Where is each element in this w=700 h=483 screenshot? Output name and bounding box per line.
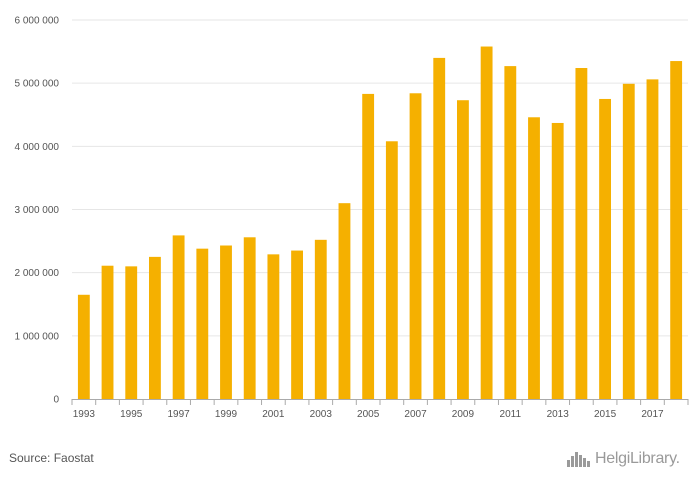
y-tick-label: 2 000 000 (15, 268, 60, 279)
y-tick-label: 5 000 000 (15, 79, 60, 90)
bar-1996 (149, 256, 161, 399)
x-tick-label: 1999 (215, 409, 238, 420)
bar-2018 (670, 61, 683, 399)
source-note: Source: Faostat (9, 451, 94, 465)
bar-2013 (551, 122, 564, 399)
bar-1994 (101, 265, 114, 399)
bar-2016 (622, 83, 635, 399)
x-tick-label: 2001 (262, 409, 285, 420)
x-tick-label: 2009 (452, 409, 475, 420)
helgi-library-logo[interactable]: HelgiLibrary. (566, 448, 680, 470)
x-tick-label: 2007 (404, 409, 427, 420)
y-tick-label: 6 000 000 (15, 16, 60, 27)
bar-2011 (504, 66, 517, 399)
y-tick-label: 0 (53, 395, 59, 406)
bar-2006 (385, 141, 398, 399)
x-tick-label: 1993 (73, 409, 96, 420)
x-tick-label: 2013 (547, 409, 570, 420)
x-tick-label: 1995 (120, 409, 143, 420)
y-tick-label: 3 000 000 (15, 205, 60, 216)
bar-2008 (433, 57, 446, 400)
bar-2000 (243, 237, 256, 399)
bar-2007 (409, 93, 422, 400)
x-tick-label: 2011 (500, 409, 522, 420)
bar-2003 (314, 239, 327, 399)
skyline-icon (567, 452, 590, 467)
bar-2005 (362, 93, 375, 399)
x-tick-label: 2017 (641, 409, 664, 420)
bar-2002 (291, 250, 303, 399)
y-tick-label: 4 000 000 (15, 142, 60, 153)
bar-2004 (338, 203, 351, 399)
logo-text: HelgiLibrary. (595, 450, 680, 467)
bar-2014 (575, 68, 588, 400)
y-tick-label: 1 000 000 (15, 331, 60, 342)
bar-1997 (172, 235, 185, 399)
bar-2010 (480, 46, 493, 399)
bar-2015 (599, 98, 611, 399)
x-tick-label: 1997 (167, 409, 190, 420)
bar-2009 (457, 100, 469, 399)
bar-2017 (646, 79, 659, 400)
bar-2001 (267, 254, 280, 399)
x-tick-label: 2003 (310, 409, 333, 420)
bar-1993 (77, 294, 90, 399)
bar-2012 (528, 117, 540, 399)
bar-1998 (196, 248, 209, 399)
bar-1999 (220, 245, 232, 399)
bar-1995 (125, 266, 138, 399)
x-tick-label: 2015 (594, 409, 617, 420)
x-tick-label: 2005 (357, 409, 380, 420)
